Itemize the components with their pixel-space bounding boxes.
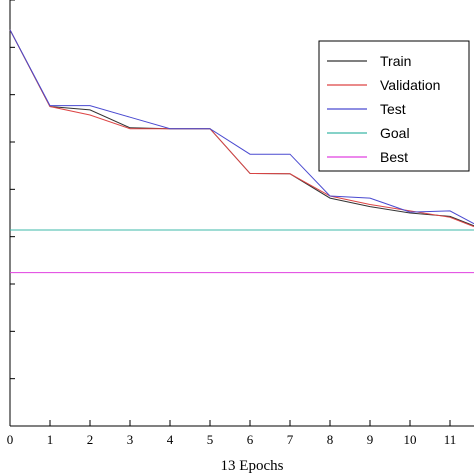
series-line-test [9,29,474,225]
x-tick-label: 2 [87,432,94,447]
legend-label-test: Test [380,101,406,117]
x-tick-label: 6 [247,432,254,447]
legend-label-goal: Goal [380,125,410,141]
x-tick-label: 9 [367,432,374,447]
x-tick-label: 1 [47,432,54,447]
x-tick-label: 8 [327,432,334,447]
x-tick-label: 10 [404,432,417,447]
x-tick-label: 3 [127,432,134,447]
legend-items: Train Validation Test Goal Best [327,53,440,165]
x-tick-label: 11 [444,432,457,447]
series-layer [9,29,474,274]
x-tick-label: 7 [287,432,294,447]
legend-label-train: Train [380,53,411,69]
legend: Train Validation Test Goal Best [318,40,470,172]
legend-label-validation: Validation [380,77,440,93]
legend-label-best: Best [380,149,408,165]
legend-box [318,40,470,172]
x-axis-title: 13 Epochs [221,458,284,474]
x-tick-label: 5 [207,432,214,447]
x-tick-label: 4 [167,432,174,447]
y-ticks [10,0,15,427]
x-ticks: 0 1 2 3 4 5 6 7 8 9 10 11 [7,420,457,447]
series-line-validation [9,29,474,228]
x-tick-label: 0 [7,432,14,447]
